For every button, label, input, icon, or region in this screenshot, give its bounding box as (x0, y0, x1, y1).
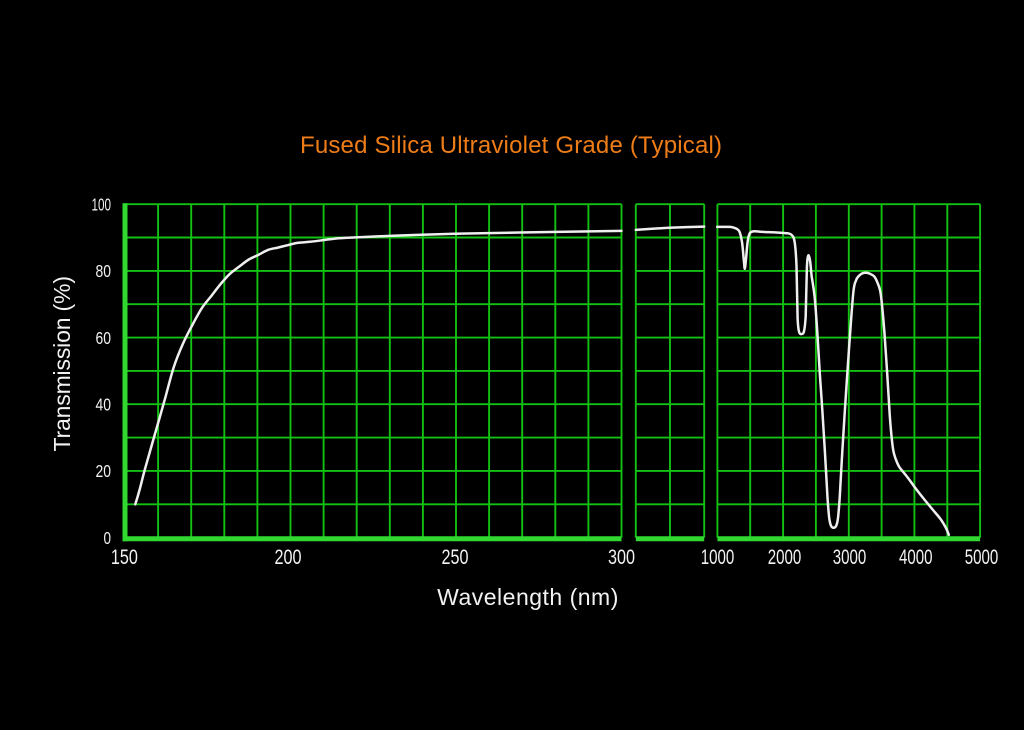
svg-text:Fused Silica Ultraviolet Grade: Fused Silica Ultraviolet Grade (Typical) (300, 132, 722, 159)
svg-text:60: 60 (96, 328, 112, 348)
svg-text:300: 300 (608, 546, 635, 569)
svg-text:20: 20 (96, 461, 112, 481)
svg-text:200: 200 (275, 546, 302, 569)
svg-text:3000: 3000 (833, 546, 867, 569)
svg-text:4000: 4000 (899, 546, 933, 569)
svg-text:80: 80 (96, 261, 112, 281)
svg-text:5000: 5000 (965, 546, 999, 569)
svg-text:Transmission (%): Transmission (%) (49, 276, 75, 452)
svg-text:150: 150 (111, 546, 138, 569)
svg-text:Wavelength (nm): Wavelength (nm) (437, 584, 619, 610)
svg-text:2000: 2000 (768, 546, 802, 569)
svg-text:250: 250 (442, 546, 469, 569)
svg-text:1000: 1000 (701, 546, 735, 569)
svg-text:40: 40 (96, 394, 112, 414)
svg-text:0: 0 (104, 528, 112, 548)
svg-text:100: 100 (92, 194, 112, 214)
